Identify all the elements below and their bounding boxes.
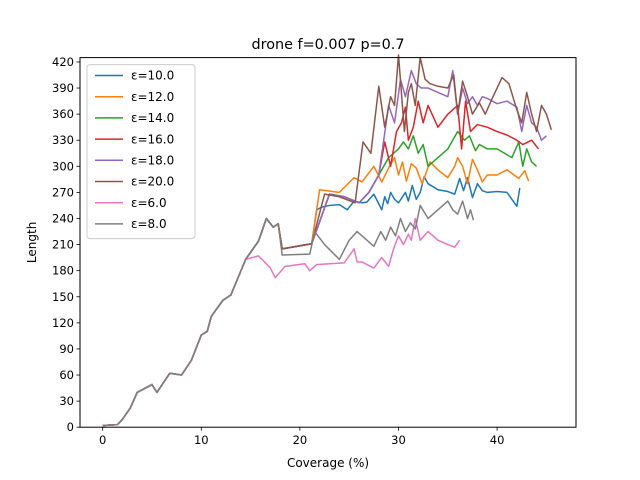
x-tick-label: 0 [99,433,106,447]
y-tick-label: 60 [59,368,74,382]
x-tick-label: 20 [293,433,308,447]
series-line-7 [102,200,475,427]
y-tick-label: 270 [52,185,74,199]
y-tick-label: 180 [52,264,74,278]
y-tick-label: 0 [67,420,74,434]
chart-title: drone f=0.007 p=0.7 [251,37,404,53]
series-layer [102,54,553,427]
y-tick-label: 210 [52,238,74,252]
x-tick-label: 10 [194,433,209,447]
y-tick-label: 300 [52,159,74,173]
x-tick-label: 30 [391,433,406,447]
y-tick-label: 360 [52,107,74,121]
legend-label: ε=14.0 [131,111,174,125]
legend-label: ε=20.0 [131,175,174,189]
legend-label: ε=8.0 [131,217,167,231]
plot-area-frame [79,57,577,428]
legend-label: ε=12.0 [131,90,174,104]
y-tick-label: 120 [52,316,74,330]
legend-label: ε=18.0 [131,154,174,168]
legend-label: ε=10.0 [131,69,174,83]
y-axis-label: Length [25,222,39,263]
y-tick-label: 330 [52,133,74,147]
y-tick-label: 90 [59,342,74,356]
x-tick-label: 40 [490,433,505,447]
y-tick-label: 240 [52,211,74,225]
y-tick-label: 390 [52,81,74,95]
legend-label: ε=16.0 [131,132,174,146]
y-tick-label: 420 [52,55,74,69]
x-axis-label: Coverage (%) [287,456,369,470]
x-axis: 0 10 20 30 40 [99,427,504,447]
y-tick-label: 150 [52,290,74,304]
legend-label: ε=6.0 [131,196,167,210]
y-axis: 0 30 60 90 120 150 180 210 240 270 300 330 360 390 420 [52,55,80,434]
legend-frame [86,64,196,240]
legend: ε=10.0 ε=12.0 ε=14.0 ε=16.0 ε=18.0 ε=20.0 ε=6.… [86,64,196,240]
y-tick-label: 30 [59,394,74,408]
